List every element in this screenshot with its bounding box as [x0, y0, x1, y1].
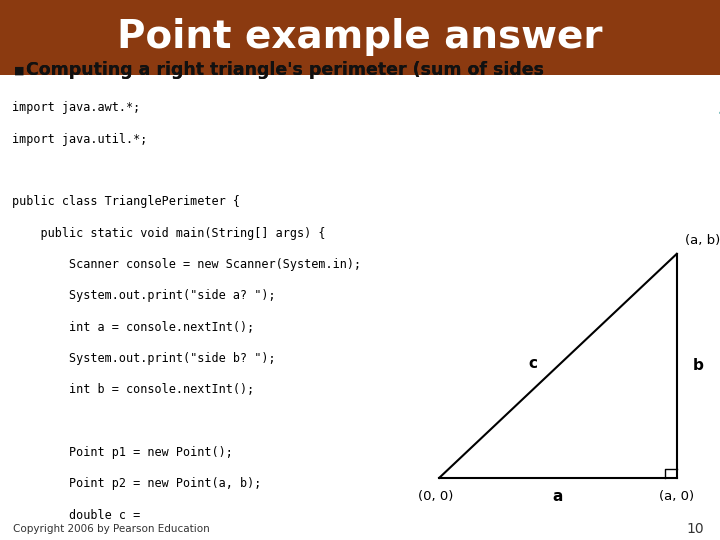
Text: import java.awt.*;: import java.awt.*; [12, 102, 140, 114]
Text: double c =: double c = [12, 509, 148, 522]
Text: a: a [553, 489, 563, 504]
Text: (0, 0): (0, 0) [418, 490, 454, 503]
Text: c: c [528, 356, 537, 370]
Text: b: b [693, 359, 703, 373]
Text: Scanner console = new Scanner(System.in);: Scanner console = new Scanner(System.in)… [12, 258, 361, 271]
Text: Computing a right triangle's perimeter (sum of sides: Computing a right triangle's perimeter (… [26, 61, 550, 79]
Text: public static void main(String[] args) {: public static void main(String[] args) { [12, 227, 325, 240]
Bar [0, 0, 720, 75]
Text: Point p1 = new Point();: Point p1 = new Point(); [12, 446, 233, 459]
Text: Copyright 2006 by Pearson Education: Copyright 2006 by Pearson Education [13, 524, 210, 534]
Text: System.out.print("side b? ");: System.out.print("side b? "); [12, 352, 276, 365]
Text: int a = console.nextInt();: int a = console.nextInt(); [12, 321, 254, 334]
Text: (a, 0): (a, 0) [660, 490, 694, 503]
Text: Point example answer: Point example answer [117, 18, 603, 56]
Text: Computing a right triangle's perimeter (sum of sides: Computing a right triangle's perimeter (… [26, 61, 550, 79]
Text: // for Point: // for Point [690, 102, 720, 114]
Text: int b = console.nextInt();: int b = console.nextInt(); [12, 383, 254, 396]
Text: import java.util.*;: import java.util.*; [12, 133, 148, 146]
Text: public class TrianglePerimeter {: public class TrianglePerimeter { [12, 195, 240, 208]
Text: ■: ■ [14, 65, 25, 75]
Text: Point p2 = new Point(a, b);: Point p2 = new Point(a, b); [12, 477, 261, 490]
Text: 10: 10 [687, 522, 704, 536]
Text: (a, b): (a, b) [685, 234, 720, 247]
Text: System.out.print("side a? ");: System.out.print("side a? "); [12, 289, 276, 302]
